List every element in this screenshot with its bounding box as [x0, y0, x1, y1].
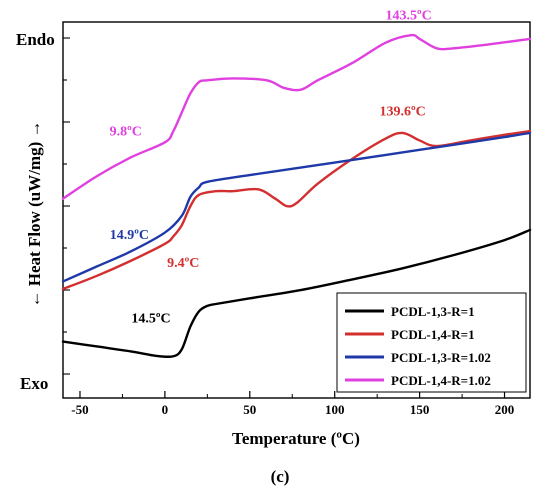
annotation-label: 9.8ºC [110, 124, 142, 139]
x-tick-label: 100 [325, 402, 345, 417]
legend-label: PCDL-1,4-R=1.02 [391, 373, 491, 388]
x-tick-label: 0 [162, 402, 169, 417]
series-line-3 [61, 33, 532, 200]
annotation-label: 139.6ºC [380, 105, 426, 120]
x-tick-label: -50 [71, 402, 88, 417]
annotation-label: 14.9ºC [110, 228, 149, 243]
x-tick-label: 200 [495, 402, 515, 417]
y-axis-title: ← Heat Flow (uW/mg) → [25, 121, 44, 308]
legend-label: PCDL-1,3-R=1 [391, 304, 475, 319]
legend: PCDL-1,3-R=1 PCDL-1,4-R=1 PCDL-1,3-R=1.02 P… [336, 292, 527, 393]
x-axis-title: Temperature (ºC) [232, 429, 360, 448]
panel-label: (c) [271, 467, 290, 486]
legend-label: PCDL-1,3-R=1.02 [391, 350, 491, 365]
y-bottom-label: Exo [20, 374, 48, 393]
x-axis-ticks: -50 0 50 100 150 200 [71, 391, 514, 417]
y-axis-ticks [63, 37, 70, 375]
series-layer [61, 33, 532, 359]
legend-label: PCDL-1,4-R=1 [391, 327, 475, 342]
annotation-layer: 14.5ºC 9.4ºC 14.9ºC 9.8ºC 139.6ºC 143.5ºC [110, 9, 432, 327]
x-tick-label: 150 [410, 402, 430, 417]
annotation-label: 143.5ºC [385, 9, 431, 24]
x-tick-label: 50 [243, 402, 256, 417]
plot-frame [62, 21, 531, 399]
series-line-2 [61, 131, 532, 283]
series-line-0 [61, 228, 532, 359]
annotation-label: 9.4ºC [167, 256, 199, 271]
y-top-label: Endo [16, 30, 55, 49]
annotation-label: 14.5ºC [131, 311, 170, 326]
series-line-1 [61, 129, 532, 291]
